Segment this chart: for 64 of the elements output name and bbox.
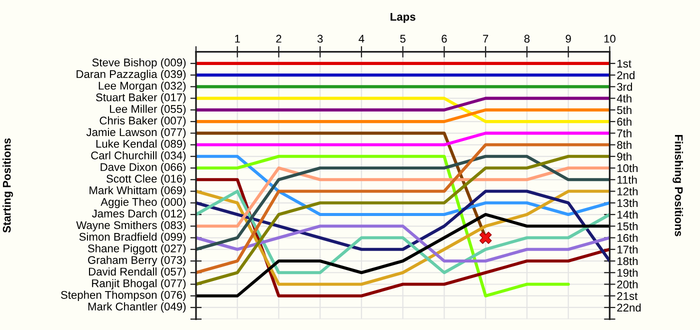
x-tick-label: 5 [400, 34, 406, 43]
y-tick-label: 15th [617, 222, 638, 230]
text: David Rendall (057) [88, 267, 186, 278]
y-axis-title: Finishing Positions [672, 134, 684, 236]
text: Aggie Theo (000) [100, 198, 186, 208]
y-tick-label: 13th [617, 198, 638, 208]
text: Lee Miller (055) [110, 104, 186, 116]
text: Chris Baker (007) [100, 116, 186, 127]
y-tick-label: 6th [617, 118, 632, 126]
x-tick-label: 4 [358, 34, 364, 43]
text: Simon Bradfield (099) [79, 232, 186, 243]
text: Carl Churchill (034) [91, 151, 186, 162]
y-tick-label: 3rd [617, 82, 632, 91]
x-tick-label: 3 [317, 34, 323, 43]
x-tick-label: 7 [483, 34, 488, 43]
x-tick-label: 1 [235, 34, 240, 43]
text: Stuart Baker (017) [96, 93, 186, 104]
text: Dave Dixon (066) [100, 162, 186, 174]
text: Lee Morgan (032) [98, 81, 186, 92]
text: Stephen Thompson (076) [60, 290, 186, 302]
text: Wayne Smithers (083) [76, 220, 186, 232]
y-tick-label: 17th [617, 245, 638, 254]
text: Daran Pazzaglia (039) [76, 70, 186, 80]
text: Luke Kendal (089) [96, 140, 186, 150]
y-tick-label: 7th [617, 129, 632, 138]
text: Steve Bishop (009) [92, 58, 186, 69]
text: Mark Chantler (049) [88, 302, 186, 313]
line-series [196, 224, 610, 263]
y-tick-label: 14th [617, 210, 638, 219]
y-tick-label: 2nd [617, 71, 634, 80]
x-tick-label: 10 [604, 34, 616, 43]
y-tick-label: 5th [617, 106, 632, 114]
y-tick-label: 20th [617, 280, 638, 288]
y-tick-label: 12th [617, 187, 638, 196]
text: Mark Whittam (069) [90, 186, 186, 196]
y-tick-label: 8th [617, 140, 632, 149]
y-tick-label: 18th [617, 256, 638, 266]
y-tick-label: 4th [616, 94, 632, 102]
y-tick-label: 22nd [617, 303, 641, 312]
y-tick-label: 21st [617, 292, 638, 300]
line-series [196, 143, 610, 274]
x-tick-label: 9 [566, 34, 571, 43]
x-axis-title: Laps [390, 12, 416, 23]
text: James Darch (012) [92, 209, 186, 220]
line-series [196, 154, 610, 286]
text: Ranjit Bhogal (077) [92, 279, 186, 290]
y-tick-label: 11th [617, 176, 637, 184]
x-tick-label: 2 [276, 34, 282, 43]
y-tick-label: 19th [617, 268, 638, 277]
x-tick-label: 6 [442, 34, 447, 43]
text: Scott Clee (016) [106, 174, 186, 185]
x-tick-label: 8 [524, 34, 530, 43]
y-tick-label: 1st [617, 60, 632, 68]
line-series [196, 154, 610, 216]
text: Starting Positions [2, 138, 13, 233]
text: Jamie Lawson (077) [86, 128, 186, 138]
line-series [196, 154, 610, 251]
text: Shane Piggott (027) [88, 244, 186, 255]
line-series [196, 154, 570, 298]
y-tick-label: 16th [617, 234, 638, 242]
y-tick-label: 10th [617, 164, 638, 172]
y-tick-label: 9th [617, 152, 632, 161]
line-series [196, 212, 610, 298]
text: Graham Berry (073) [88, 256, 186, 266]
